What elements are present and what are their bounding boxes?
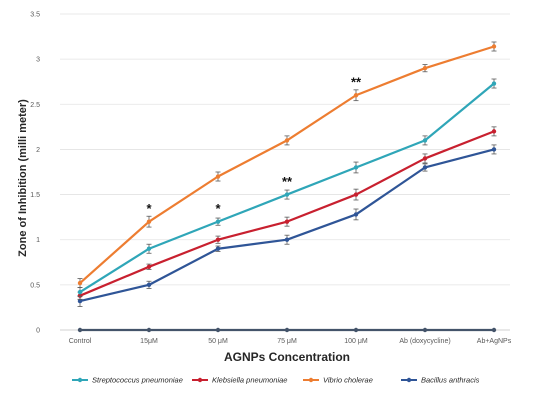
legend-item: Klebsiella pneumoniae [192, 376, 287, 385]
series-line [79, 130, 495, 297]
data-point [491, 147, 497, 152]
data-point [215, 327, 221, 333]
x-tick-label: Control [69, 338, 92, 345]
significance-marker: ** [351, 75, 362, 90]
y-axis-title: Zone of Inhibition (milli meter) [17, 99, 29, 257]
data-point [215, 246, 221, 251]
y-tick-label: 1.5 [30, 192, 40, 199]
legend-swatch-marker [406, 377, 412, 383]
plot-area [77, 41, 497, 333]
data-point [422, 165, 428, 170]
data-point [77, 280, 83, 286]
x-axis-title: AGNPs Concentration [224, 350, 350, 364]
annotations: * ***** [146, 75, 362, 216]
data-point [215, 174, 221, 179]
x-axis-ticks: Control 15μM 50 μM 75 μM 100 μM Ab (doxycycli… [69, 338, 512, 345]
series-baseline [77, 327, 497, 333]
legend-label: Bacillus anthracis [421, 376, 480, 385]
series-streptococcus-pneumoniae [77, 78, 497, 297]
legend-swatch-marker [77, 377, 83, 383]
data-point [77, 327, 83, 333]
y-axis-ticks: 0 0.5 1 1.5 2 2.5 3 3.5 [30, 12, 40, 335]
x-tick-label: Ab+AgNPs [477, 338, 512, 345]
x-tick-label: 15μM [140, 338, 158, 345]
data-point [284, 327, 290, 333]
legend-swatch-marker [197, 377, 203, 383]
data-point [353, 192, 359, 197]
data-point [215, 219, 221, 224]
data-point [353, 165, 359, 170]
significance-marker: * [146, 201, 152, 216]
legend-label: Streptococcus pneumoniae [92, 376, 183, 385]
y-tick-label: 3.5 [30, 12, 40, 19]
x-tick-label: 75 μM [277, 338, 297, 345]
y-tick-label: 2 [36, 147, 40, 154]
data-point [146, 327, 152, 333]
data-point [77, 289, 83, 295]
legend-item: Bacillus anthracis [401, 376, 480, 385]
data-point [422, 327, 428, 333]
data-point [284, 219, 290, 224]
y-tick-label: 3 [36, 57, 40, 64]
data-point [146, 264, 152, 269]
x-tick-label: 100 μM [344, 338, 368, 345]
data-point [491, 129, 497, 134]
data-point [422, 156, 428, 161]
data-point [353, 212, 359, 217]
legend: Streptococcus pneumoniae Klebsiella pneum… [72, 376, 480, 385]
y-tick-label: 0 [36, 328, 40, 335]
y-tick-label: 1 [36, 237, 40, 244]
data-point [353, 327, 359, 333]
data-point [77, 298, 83, 304]
data-point [146, 219, 152, 224]
significance-marker: * [215, 201, 221, 216]
data-point [146, 282, 152, 288]
data-point [422, 138, 428, 143]
data-point [146, 246, 152, 251]
legend-label: Klebsiella pneumoniae [212, 376, 287, 385]
data-point [353, 93, 359, 98]
significance-marker: ** [282, 174, 293, 189]
x-tick-label: 50 μM [208, 338, 228, 345]
data-point [422, 65, 428, 71]
data-point [284, 192, 290, 197]
grid [60, 13, 510, 331]
x-tick-label: Ab (doxycycline) [399, 338, 450, 345]
data-point [284, 237, 290, 242]
data-point [491, 44, 497, 49]
legend-label: Vibrio cholerae [323, 376, 373, 385]
data-point [215, 237, 221, 242]
data-point [284, 138, 290, 143]
data-point [491, 81, 497, 86]
y-tick-label: 0.5 [30, 282, 40, 289]
legend-item: Streptococcus pneumoniae [72, 376, 183, 385]
y-tick-label: 2.5 [30, 102, 40, 109]
series-klebsiella-pneumoniae [77, 126, 497, 300]
data-point [491, 327, 497, 333]
series-vibrio-cholerae [77, 41, 497, 288]
legend-item: Vibrio cholerae [303, 376, 373, 385]
legend-swatch-marker [308, 377, 314, 383]
